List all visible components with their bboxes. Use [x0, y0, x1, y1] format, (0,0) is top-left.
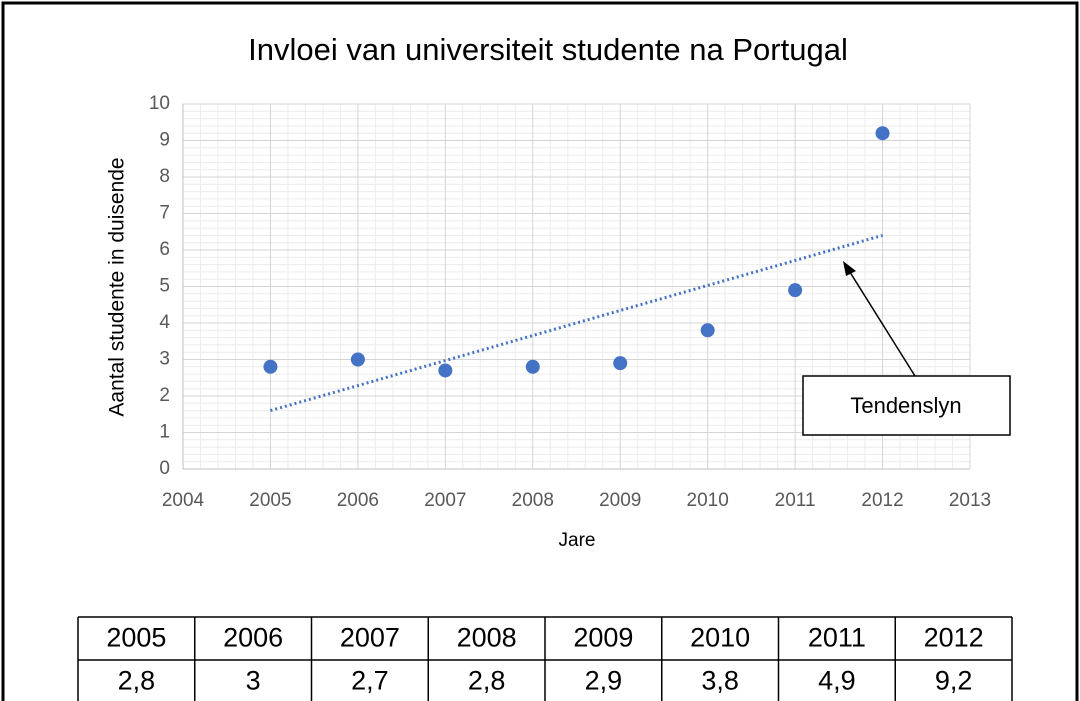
y-tick-label: 8	[159, 166, 170, 187]
point	[525, 359, 540, 374]
x-tick-label: 2009	[599, 490, 641, 511]
y-tick-label: 7	[159, 203, 170, 224]
table-cell: 2008	[457, 623, 517, 653]
point	[788, 283, 803, 298]
table-cell: 4,9	[818, 666, 856, 696]
y-tick-label: 6	[159, 239, 170, 260]
annotation-text: Tendenslyn	[850, 393, 961, 418]
y-tick-label: 9	[159, 130, 170, 151]
point	[263, 359, 278, 374]
x-tick-label: 2012	[861, 490, 903, 511]
x-tick-label: 2005	[249, 490, 291, 511]
point	[350, 352, 365, 367]
y-tick-label: 1	[159, 422, 170, 443]
y-tick-label: 4	[159, 312, 170, 333]
annotation-box	[802, 375, 1011, 436]
x-tick-label: 2013	[949, 490, 991, 511]
table-cell: 2,8	[118, 666, 156, 696]
table-cell: 2009	[573, 623, 633, 653]
table-cell: 2011	[808, 623, 866, 653]
x-tick-label: 2004	[162, 490, 205, 511]
x-axis-label: Jare	[559, 530, 596, 551]
x-tick-label: 2006	[337, 490, 379, 511]
y-axis-label: Aantal studente in duisende	[106, 157, 129, 416]
table-cell: 2010	[690, 623, 750, 653]
table-cell: 2,9	[585, 666, 623, 696]
table-cell: 2006	[223, 623, 283, 653]
y-tick-label: 0	[159, 458, 170, 479]
x-tick-label: 2010	[687, 490, 729, 511]
table-cell: 2,7	[351, 666, 389, 696]
table-cell: 3	[246, 666, 261, 696]
x-tick-label: 2008	[512, 490, 554, 511]
y-tick-label: 2	[159, 385, 170, 406]
point	[700, 323, 715, 338]
table-cell: 2,8	[468, 666, 506, 696]
plot-area: 0 1 2 3 4 5 6 7 8 9 10 2004 2005 2006 2007 2008 2009 2010…	[149, 93, 991, 511]
point	[438, 363, 453, 378]
table-cell: 2012	[924, 623, 984, 653]
table-cell: 2007	[340, 623, 400, 653]
x-tick-label: 2007	[424, 490, 466, 511]
annotation-arrow	[847, 268, 916, 377]
y-tick-label: 3	[159, 349, 170, 370]
data-table: 2005 2006 2007 2008 2009 2010 2011 2012 2,8 3 2,7 2…	[77, 616, 1013, 701]
trendline	[270, 233, 883, 413]
table-cell: 9,2	[935, 666, 973, 696]
table-cell: 3,8	[701, 666, 739, 696]
x-tick-label: 2011	[775, 490, 816, 511]
point	[875, 126, 890, 141]
arrow-head	[843, 261, 856, 276]
y-tick-label: 10	[149, 93, 170, 114]
y-tick-label: 5	[159, 276, 170, 297]
point	[613, 356, 628, 371]
chart-title: Invloei van universiteit studente na Por…	[248, 32, 848, 67]
table-cell: 2005	[106, 623, 166, 653]
